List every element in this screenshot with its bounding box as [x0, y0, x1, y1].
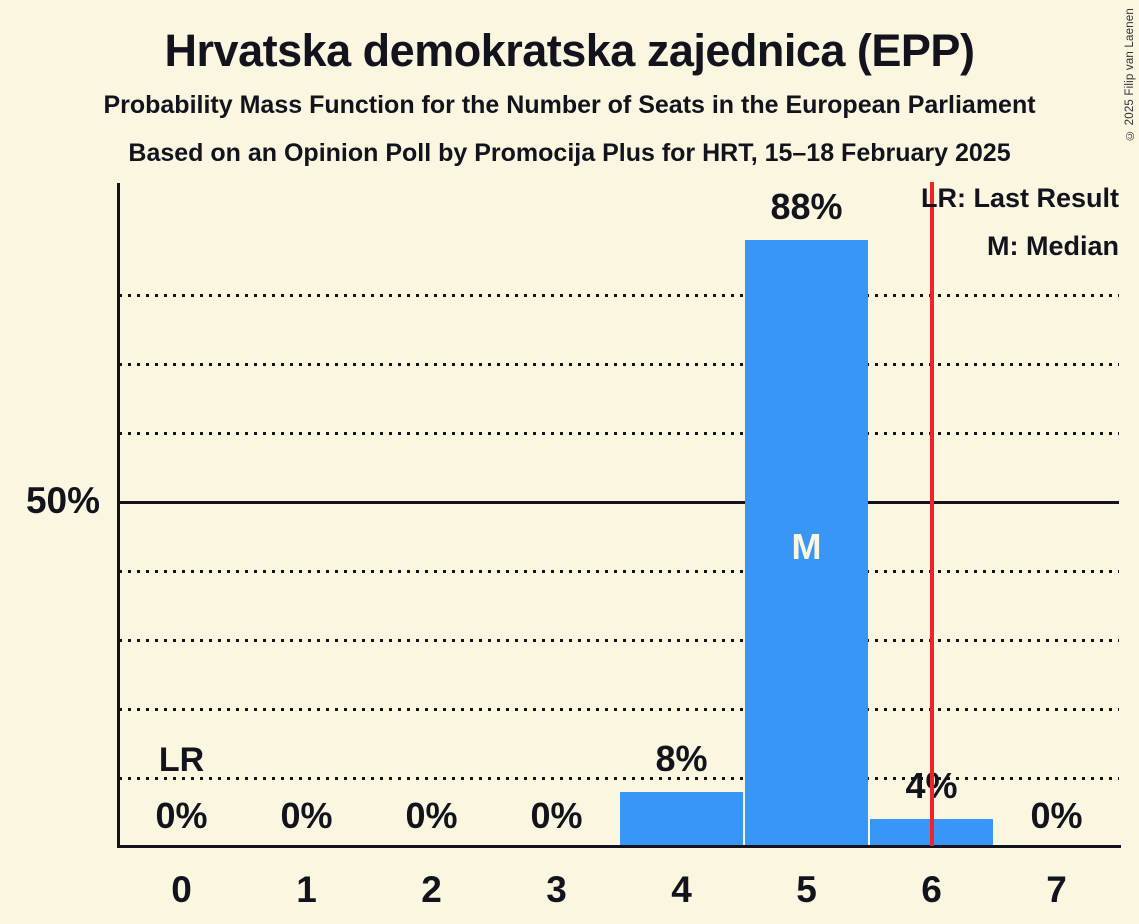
x-axis-label-6: 6 — [921, 869, 942, 910]
gridline-30pct — [119, 638, 1119, 642]
last-result-line — [929, 182, 934, 846]
x-axis-label-3: 3 — [546, 869, 567, 910]
bar-seat-4 — [620, 791, 743, 847]
gridline-20pct — [119, 707, 1119, 711]
chart-subtitle-pmf: Probability Mass Function for the Number… — [103, 91, 1036, 119]
bar-value-label-7: 0% — [1030, 795, 1083, 836]
bar-value-label-3: 0% — [530, 795, 583, 836]
y-axis-line — [117, 183, 120, 848]
bar-value-label-0: 0% — [155, 795, 208, 836]
gridline-50pct — [119, 500, 1119, 504]
x-axis-label-5: 5 — [796, 869, 817, 910]
bar-value-label-4: 8% — [655, 737, 708, 779]
gridline-70pct — [119, 362, 1119, 366]
bar-value-label-1: 0% — [280, 795, 333, 836]
gridline-80pct — [119, 293, 1119, 297]
chart-subtitle-poll: Based on an Opinion Poll by Promocija Pl… — [128, 139, 1011, 167]
legend-median: M: Median — [987, 231, 1119, 261]
legend: LR: Last Result M: Median — [921, 182, 1119, 278]
bar-value-label-5: 88% — [770, 185, 843, 227]
x-axis-label-4: 4 — [671, 869, 692, 910]
last-result-marker: LR — [158, 741, 205, 779]
x-axis-label-0: 0 — [171, 869, 192, 910]
gridline-60pct — [119, 431, 1119, 435]
x-axis-label-7: 7 — [1046, 869, 1067, 910]
chart-title: Hrvatska demokratska zajednica (EPP) — [164, 25, 975, 76]
gridline-10pct — [119, 776, 1119, 780]
copyright-notice: © 2025 Filip van Laenen — [1124, 8, 1136, 141]
median-marker: M — [791, 526, 822, 567]
y-axis-tick-label: 50% — [25, 480, 100, 521]
legend-last-result: LR: Last Result — [920, 183, 1119, 213]
gridline-40pct — [119, 569, 1119, 573]
x-axis-label-1: 1 — [296, 869, 317, 910]
x-axis-line — [117, 845, 1121, 848]
bar-seat-5 — [745, 239, 868, 847]
bar-value-label-2: 0% — [405, 795, 458, 836]
x-axis-label-2: 2 — [421, 869, 442, 910]
